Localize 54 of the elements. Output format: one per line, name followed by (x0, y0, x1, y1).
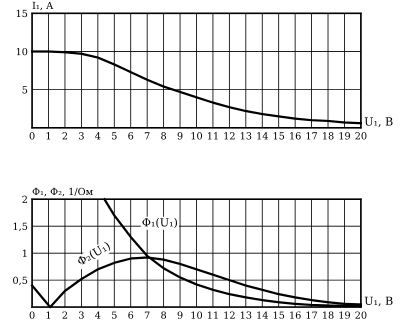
x-tick-label: 15 (274, 311, 284, 319)
x-tick-label: 13 (240, 311, 252, 319)
y-tick-label: 10 (16, 48, 28, 56)
x-tick-label: 14 (257, 311, 268, 319)
y-axis-title: Φ₁, Φ₂, 1/Ом (32, 188, 93, 196)
x-tick-label: 3 (79, 311, 84, 319)
x-tick-label: 3 (79, 132, 84, 140)
y-tick-label: 0,5 (13, 276, 28, 286)
x-tick-label: 18 (323, 132, 334, 140)
x-tick-label: 13 (240, 132, 252, 140)
x-tick-label: 6 (128, 311, 134, 319)
y-tick-label: 5 (22, 86, 28, 94)
y-tick-label: 1 (22, 250, 27, 257)
x-tick-label: 20 (355, 132, 366, 140)
y-tick-label: 1,5 (14, 222, 28, 232)
x-tick-label: 9 (178, 132, 182, 140)
y-tick-label: 15 (16, 10, 28, 18)
x-axis-title: U₁, В (364, 117, 393, 128)
x-tick-label: 5 (112, 132, 117, 140)
x-tick-label: 19 (339, 311, 350, 319)
x-tick-label: 20 (355, 311, 366, 319)
x-tick-label: 4 (95, 132, 100, 140)
x-tick-label: 1 (46, 311, 50, 319)
x-tick-label: 4 (95, 311, 100, 319)
x-tick-label: 6 (128, 132, 134, 140)
y-axis-title: I₁, А (32, 2, 54, 10)
x-tick-label: 12 (224, 311, 235, 319)
x-tick-label: 11 (208, 132, 218, 140)
series-label: Φ₁(U₁) (142, 218, 178, 228)
x-tick-label: 17 (306, 132, 318, 140)
x-tick-label: 5 (112, 312, 117, 319)
x-tick-label: 7 (144, 132, 150, 140)
x-tick-label: 0 (30, 311, 35, 319)
x-tick-label: 8 (161, 311, 166, 319)
y-tick-label: 2 (22, 196, 27, 203)
x-tick-label: 0 (30, 132, 35, 140)
x-tick-label: 15 (274, 132, 284, 140)
x-tick-label: 12 (224, 132, 235, 140)
x-tick-label: 9 (178, 311, 182, 319)
x-tick-label: 16 (290, 132, 301, 140)
x-axis-title: U₁, В (364, 296, 393, 306)
x-tick-label: 2 (62, 311, 68, 319)
x-tick-label: 11 (208, 311, 218, 319)
x-tick-label: 7 (144, 312, 150, 319)
x-tick-label: 18 (323, 311, 334, 319)
x-tick-label: 14 (257, 132, 268, 140)
x-tick-label: 10 (191, 132, 202, 140)
x-tick-label: 2 (62, 132, 68, 140)
x-tick-label: 16 (290, 311, 301, 319)
x-tick-label: 10 (191, 311, 202, 319)
x-tick-label: 1 (46, 132, 50, 140)
x-tick-label: 17 (306, 311, 318, 319)
x-tick-label: 8 (161, 132, 166, 140)
x-tick-label: 19 (339, 132, 350, 140)
